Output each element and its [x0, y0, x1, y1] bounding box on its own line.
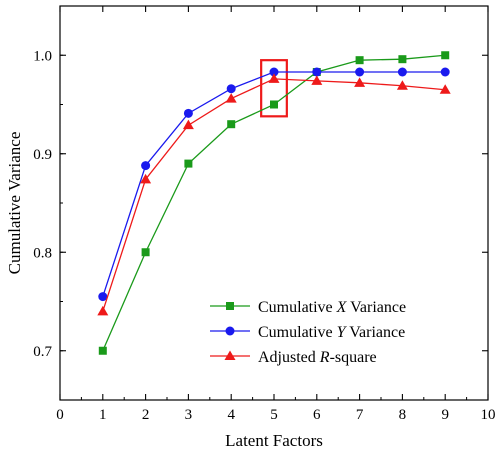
data-point	[141, 248, 150, 257]
data-point	[311, 75, 323, 85]
data-point	[269, 67, 279, 77]
data-point	[354, 77, 366, 87]
x-tick-label: 3	[185, 407, 193, 423]
data-point	[141, 161, 151, 171]
highlight-box	[260, 59, 288, 118]
legend-label: Cumulative X Variance	[258, 299, 406, 316]
legend-item: Cumulative X Variance	[210, 299, 406, 316]
legend-label: Adjusted R-square	[258, 349, 377, 366]
x-tick-label: 1	[99, 407, 107, 423]
x-tick-label: 8	[399, 407, 407, 423]
data-point	[355, 67, 365, 77]
x-tick-label: 0	[56, 407, 64, 423]
data-point	[225, 93, 237, 103]
data-point	[183, 108, 193, 118]
legend: Cumulative X Variance Cumulative Y Varian…	[210, 299, 406, 366]
data-point	[312, 67, 322, 77]
data-point	[441, 51, 450, 60]
y-axis-title: Cumulative Variance	[5, 132, 24, 275]
y-tick-label: 1.0	[33, 48, 52, 64]
legend-label: Cumulative Y Variance	[258, 324, 405, 341]
x-tick-label: 5	[270, 407, 278, 423]
data-point	[98, 346, 107, 355]
legend-marker	[225, 326, 235, 336]
series-triangle	[97, 73, 451, 316]
legend-marker	[224, 350, 236, 360]
series-circle	[98, 67, 450, 302]
data-point	[270, 100, 278, 109]
x-tick-label: 10	[481, 407, 496, 423]
data-point	[184, 159, 193, 168]
legend-item: Cumulative Y Variance	[210, 324, 405, 341]
legend-item: Adjusted R-square	[210, 349, 377, 366]
data-point	[227, 120, 236, 129]
y-tick-label: 0.9	[33, 147, 52, 163]
x-tick-label: 2	[142, 407, 150, 423]
data-point	[97, 305, 109, 316]
x-axis-title: Latent Factors	[225, 431, 323, 450]
data-point	[439, 84, 451, 94]
data-point	[268, 73, 280, 83]
x-tick-label: 4	[227, 407, 235, 423]
x-tick-label: 7	[356, 407, 364, 423]
data-point	[397, 67, 407, 77]
data-point	[140, 173, 152, 184]
y-tick-label: 0.7	[33, 344, 52, 360]
data-point	[396, 80, 408, 90]
highlight-layer	[260, 59, 288, 118]
data-point	[182, 119, 194, 130]
data-point	[398, 55, 407, 64]
axes-layer: 0 1 2 3 4 5 6 7 8 9 10 0.7 0.8 0.9 1.0	[33, 5, 496, 423]
data-point	[355, 56, 364, 65]
data-point	[440, 67, 450, 77]
data-point	[226, 84, 236, 94]
x-tick-label: 6	[313, 407, 321, 423]
x-tick-label: 9	[441, 407, 449, 423]
series-line	[102, 78, 446, 312]
legend-marker	[226, 302, 234, 310]
data-point	[98, 292, 108, 302]
y-tick-label: 0.8	[33, 245, 52, 261]
series-layer	[97, 51, 451, 355]
